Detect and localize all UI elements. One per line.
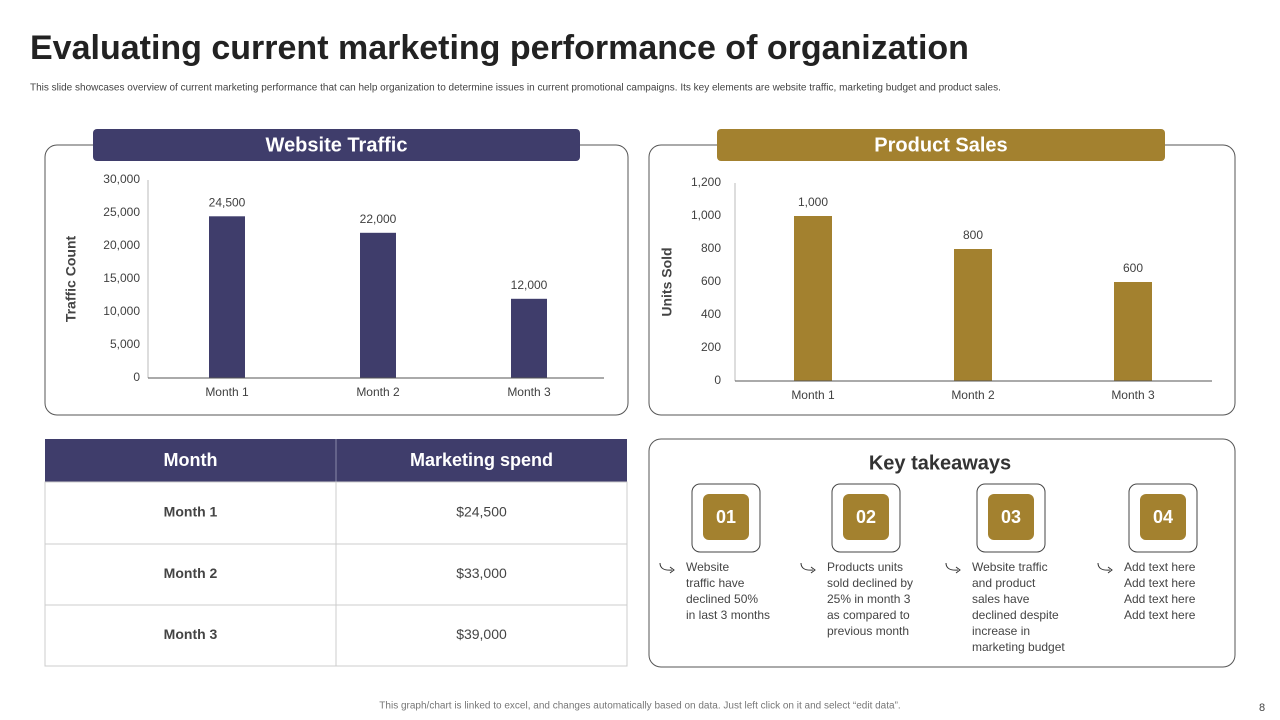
data-label: 1,000 (798, 195, 828, 209)
badge-number: 01 (716, 507, 736, 527)
takeaway-text: as compared to (827, 608, 910, 622)
x-tick-label: Month 2 (356, 385, 400, 399)
x-tick-label: Month 3 (1111, 388, 1155, 402)
takeaway-text: marketing budget (972, 640, 1065, 654)
arrow-head (669, 566, 675, 574)
bar (511, 298, 547, 378)
takeaway-text: Add text here (1124, 608, 1196, 622)
arrow-head (810, 566, 816, 574)
takeaway-text: 25% in month 3 (827, 592, 911, 606)
takeaways-panel (648, 438, 1236, 668)
takeaway-text: previous month (827, 624, 909, 638)
connector-arrow (945, 562, 959, 571)
y-axis-label: Traffic Count (63, 236, 79, 323)
takeaway-text: declined despite (972, 608, 1059, 622)
x-tick-label: Month 2 (951, 388, 995, 402)
y-tick-label: 1,200 (691, 175, 721, 189)
y-tick-label: 5,000 (110, 337, 140, 351)
takeaway-text: Website traffic (972, 560, 1048, 574)
y-tick-label: 800 (701, 241, 721, 255)
takeaway-text: traffic have (686, 576, 745, 590)
badge-number: 04 (1153, 507, 1173, 527)
connector-arrow (1097, 562, 1111, 571)
chart-header (93, 129, 580, 161)
badge (703, 494, 749, 540)
bar (209, 216, 245, 378)
takeaway-text: sales have (972, 592, 1030, 606)
takeaway-text: Add text here (1124, 560, 1196, 574)
takeaway-text: declined 50% (686, 592, 758, 606)
table-cell: Month 1 (164, 504, 218, 520)
chart-header (717, 129, 1165, 161)
takeaways-title: Key takeaways (869, 452, 1011, 474)
arrow-head (1107, 566, 1113, 574)
y-tick-label: 200 (701, 340, 721, 354)
y-tick-label: 0 (133, 370, 140, 384)
takeaway-text: in last 3 months (686, 608, 770, 622)
table-header-cell: Marketing spend (410, 450, 553, 470)
table-header-cell: Month (164, 450, 218, 470)
takeaway-text: and product (972, 576, 1036, 590)
footer-note: This graph/chart is linked to excel, and… (379, 701, 900, 712)
connector-arrow (800, 562, 814, 571)
table-cell: $33,000 (456, 565, 507, 581)
y-tick-label: 600 (701, 274, 721, 288)
takeaway-text: increase in (972, 624, 1030, 638)
table-cell: $24,500 (456, 504, 507, 520)
y-tick-label: 30,000 (103, 172, 140, 186)
takeaway-text: Add text here (1124, 576, 1196, 590)
data-label: 12,000 (511, 278, 548, 292)
page-number: 8 (1259, 702, 1265, 714)
y-tick-label: 15,000 (103, 271, 140, 285)
x-tick-label: Month 3 (507, 385, 551, 399)
bar (360, 232, 396, 378)
badge-number: 02 (856, 507, 876, 527)
y-tick-label: 10,000 (103, 304, 140, 318)
y-tick-label: 0 (714, 373, 721, 387)
bar (954, 249, 992, 381)
bar (1114, 282, 1152, 381)
x-tick-label: Month 1 (205, 385, 249, 399)
takeaway-text: Products units (827, 560, 903, 574)
y-axis-label: Units Sold (659, 247, 675, 316)
badge (1140, 494, 1186, 540)
arrow-head (955, 566, 961, 574)
takeaway-text: Add text here (1124, 592, 1196, 606)
slide-title: Evaluating current marketing performance… (30, 29, 969, 67)
data-label: 600 (1123, 261, 1143, 275)
badge-number: 03 (1001, 507, 1021, 527)
y-tick-label: 20,000 (103, 238, 140, 252)
table-cell: Month 2 (164, 565, 218, 581)
data-label: 24,500 (209, 195, 246, 209)
badge (988, 494, 1034, 540)
data-label: 22,000 (360, 212, 397, 226)
data-label: 800 (963, 228, 983, 242)
chart-title: Product Sales (874, 134, 1007, 156)
takeaway-text: Website (686, 560, 729, 574)
y-tick-label: 25,000 (103, 205, 140, 219)
table-cell: Month 3 (164, 626, 218, 642)
badge (843, 494, 889, 540)
slide-subtitle: This slide showcases overview of current… (30, 83, 1001, 94)
x-tick-label: Month 1 (791, 388, 835, 402)
connector-arrow (659, 562, 673, 571)
table-cell: $39,000 (456, 626, 507, 642)
chart-title: Website Traffic (266, 134, 408, 156)
takeaway-text: sold declined by (827, 576, 913, 590)
y-tick-label: 1,000 (691, 208, 721, 222)
bar (794, 216, 832, 381)
y-tick-label: 400 (701, 307, 721, 321)
